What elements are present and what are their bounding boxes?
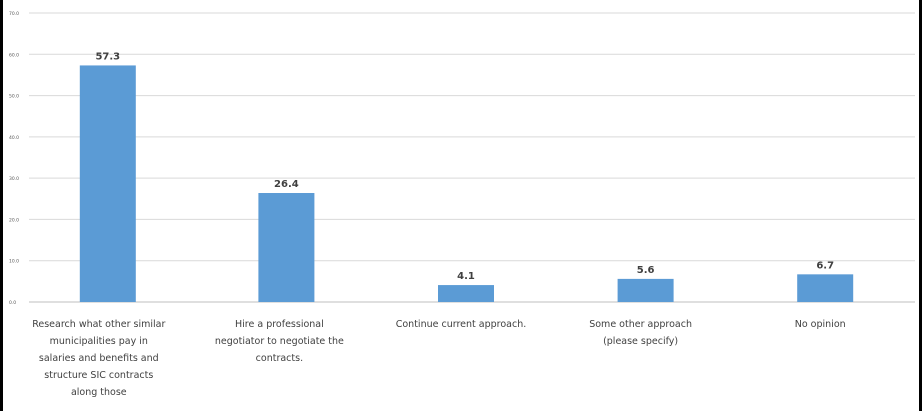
y-tick-label: 10.0 bbox=[9, 259, 19, 265]
bar bbox=[617, 278, 674, 302]
bar bbox=[797, 274, 854, 302]
y-tick-label: 0.0 bbox=[9, 300, 16, 306]
y-tick-label: 60.0 bbox=[9, 52, 19, 58]
bar bbox=[258, 193, 315, 302]
x-category-label: Some other approach (please specify) bbox=[589, 319, 692, 347]
bars bbox=[79, 65, 854, 302]
data-label: 6.7 bbox=[816, 260, 834, 271]
data-label: 5.6 bbox=[637, 265, 655, 276]
y-tick-label: 50.0 bbox=[9, 94, 19, 100]
bar bbox=[79, 65, 136, 302]
gridlines bbox=[29, 12, 915, 303]
x-category-label: No opinion bbox=[795, 319, 846, 330]
y-tick-label: 20.0 bbox=[9, 217, 19, 223]
x-axis-category-labels: Research what other similar municipalitie… bbox=[32, 319, 845, 398]
y-tick-label: 30.0 bbox=[9, 176, 19, 182]
bar bbox=[438, 285, 494, 302]
x-category-label: Research what other similar municipalitie… bbox=[32, 319, 165, 398]
y-tick-label: 70.0 bbox=[9, 11, 19, 17]
data-label: 26.4 bbox=[274, 179, 299, 190]
data-labels: 57.3 26.4 4.1 5.6 6.7 bbox=[95, 51, 834, 282]
y-axis-tick-labels: 0.0 10.0 20.0 30.0 40.0 50.0 60.0 70.0 bbox=[9, 11, 19, 306]
x-category-label: Hire a professional negotiator to negotia… bbox=[215, 319, 344, 364]
y-tick-label: 40.0 bbox=[9, 135, 19, 141]
x-category-label: Continue current approach. bbox=[396, 319, 527, 330]
bar-chart: 0.0 10.0 20.0 30.0 40.0 50.0 60.0 70.0 57.3 26.4… bbox=[9, 11, 915, 398]
data-label: 4.1 bbox=[457, 271, 475, 282]
data-label: 57.3 bbox=[95, 51, 120, 62]
